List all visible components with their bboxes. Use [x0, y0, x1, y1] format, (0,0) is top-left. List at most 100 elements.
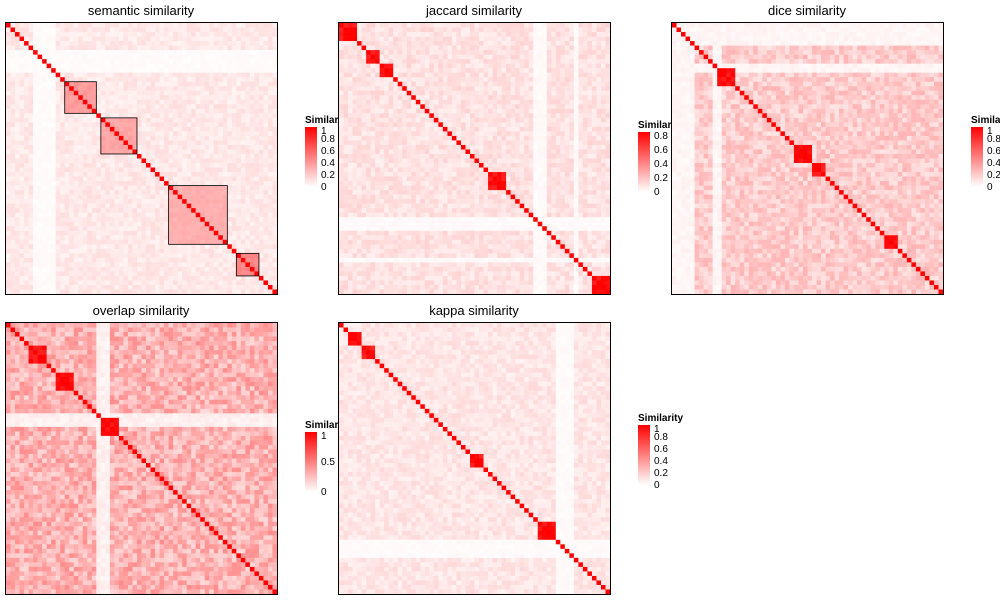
heatmap-cell — [42, 257, 47, 263]
heatmap-cell — [123, 59, 129, 64]
heatmap-cell — [28, 32, 34, 37]
heatmap-cell — [209, 284, 215, 290]
heatmap-cell — [164, 230, 169, 236]
heatmap-cell — [15, 72, 20, 78]
heatmap-cell — [33, 122, 38, 128]
heatmap-cell — [96, 153, 102, 159]
heatmap-cell — [191, 32, 196, 37]
heatmap-cell — [55, 262, 61, 268]
heatmap-cell — [46, 244, 52, 250]
heatmap-cell — [159, 86, 165, 92]
heatmap-cell — [442, 32, 448, 37]
heatmap-cell — [200, 108, 206, 114]
heatmap-cell — [506, 68, 511, 73]
heatmap-cell — [240, 77, 246, 83]
heatmap-cell — [69, 104, 75, 110]
heatmap-cell — [600, 36, 606, 42]
heatmap-cell — [105, 140, 111, 146]
heatmap-cell — [582, 99, 588, 105]
heatmap-cell — [46, 221, 52, 227]
heatmap-cell — [551, 95, 557, 101]
heatmap-cell — [42, 289, 47, 294]
heatmap-cell — [460, 72, 466, 78]
heatmap-cell — [141, 54, 147, 60]
heatmap-cell — [200, 253, 206, 259]
heatmap-cell — [379, 45, 385, 51]
heatmap-cell — [109, 59, 115, 64]
heatmap-cell — [10, 32, 16, 37]
heatmap-cell — [429, 32, 435, 37]
heatmap-cell — [249, 113, 255, 119]
heatmap-cell — [127, 135, 133, 141]
heatmap-cell — [46, 190, 52, 195]
heatmap-cell — [150, 90, 156, 96]
heatmap-cell — [109, 95, 115, 101]
heatmap-cell — [231, 72, 237, 78]
heatmap-cell — [515, 27, 520, 33]
heatmap-cell — [118, 217, 124, 223]
heatmap-cell — [236, 63, 242, 69]
heatmap-cell — [420, 63, 426, 69]
heatmap-cell — [245, 86, 251, 92]
heatmap-cell — [546, 81, 552, 87]
heatmap-cell — [159, 153, 165, 159]
heatmap-cell — [479, 122, 484, 128]
heatmap-cell — [82, 212, 88, 218]
heatmap-cell — [51, 135, 56, 141]
heatmap-cell — [118, 59, 124, 64]
heatmap-cell — [200, 153, 206, 159]
heatmap-cell — [213, 181, 219, 186]
heatmap-cell — [132, 190, 138, 195]
heatmap-cell — [492, 95, 498, 101]
heatmap-cell — [141, 59, 147, 64]
heatmap-cell — [596, 72, 602, 78]
heatmap-cell — [114, 266, 120, 272]
heatmap-cell — [155, 140, 160, 146]
heatmap-cell — [91, 257, 97, 263]
heatmap-cell — [352, 63, 358, 69]
heatmap-cell — [195, 158, 201, 164]
heatmap-cell — [492, 36, 498, 42]
heatmap-cell — [263, 226, 269, 232]
heatmap-cell — [146, 181, 151, 186]
heatmap-cell — [263, 244, 269, 250]
heatmap-cell — [28, 190, 34, 195]
heatmap-cell — [96, 140, 102, 146]
heatmap-cell — [578, 95, 584, 101]
heatmap-cell — [258, 262, 264, 268]
heatmap-cell — [159, 194, 165, 200]
heatmap-cell — [249, 176, 255, 182]
heatmap-cell — [245, 54, 251, 60]
heatmap-cell — [150, 135, 156, 141]
heatmap-cell — [42, 86, 47, 92]
heatmap-cell — [164, 212, 169, 218]
heatmap-cell — [569, 50, 575, 55]
heatmap-cell — [123, 230, 129, 236]
heatmap-cell — [218, 32, 224, 37]
heatmap-cell — [236, 167, 242, 173]
heatmap-cell — [200, 50, 206, 55]
heatmap-cell — [155, 72, 160, 78]
heatmap-cell — [542, 108, 548, 114]
heatmap-cell — [222, 59, 228, 64]
heatmap-cell — [6, 50, 11, 55]
heatmap-cell — [465, 86, 471, 92]
heatmap-cell — [46, 212, 52, 218]
heatmap-cell — [272, 27, 277, 33]
heatmap-cell — [42, 194, 47, 200]
heatmap-cell — [114, 257, 120, 263]
heatmap-cell — [343, 95, 349, 101]
heatmap-cell — [213, 41, 219, 46]
heatmap-cell — [240, 122, 246, 128]
heatmap-cell — [551, 45, 557, 51]
heatmap-cell — [492, 86, 498, 92]
heatmap-cell — [222, 257, 228, 263]
heatmap-cell — [236, 140, 242, 146]
heatmap-cell — [96, 257, 102, 263]
heatmap-cell — [123, 203, 129, 209]
heatmap-cell — [222, 230, 228, 236]
heatmap-cell — [82, 126, 88, 132]
heatmap-cell — [37, 108, 43, 114]
heatmap-cell — [96, 149, 102, 155]
heatmap-cell — [33, 262, 38, 268]
